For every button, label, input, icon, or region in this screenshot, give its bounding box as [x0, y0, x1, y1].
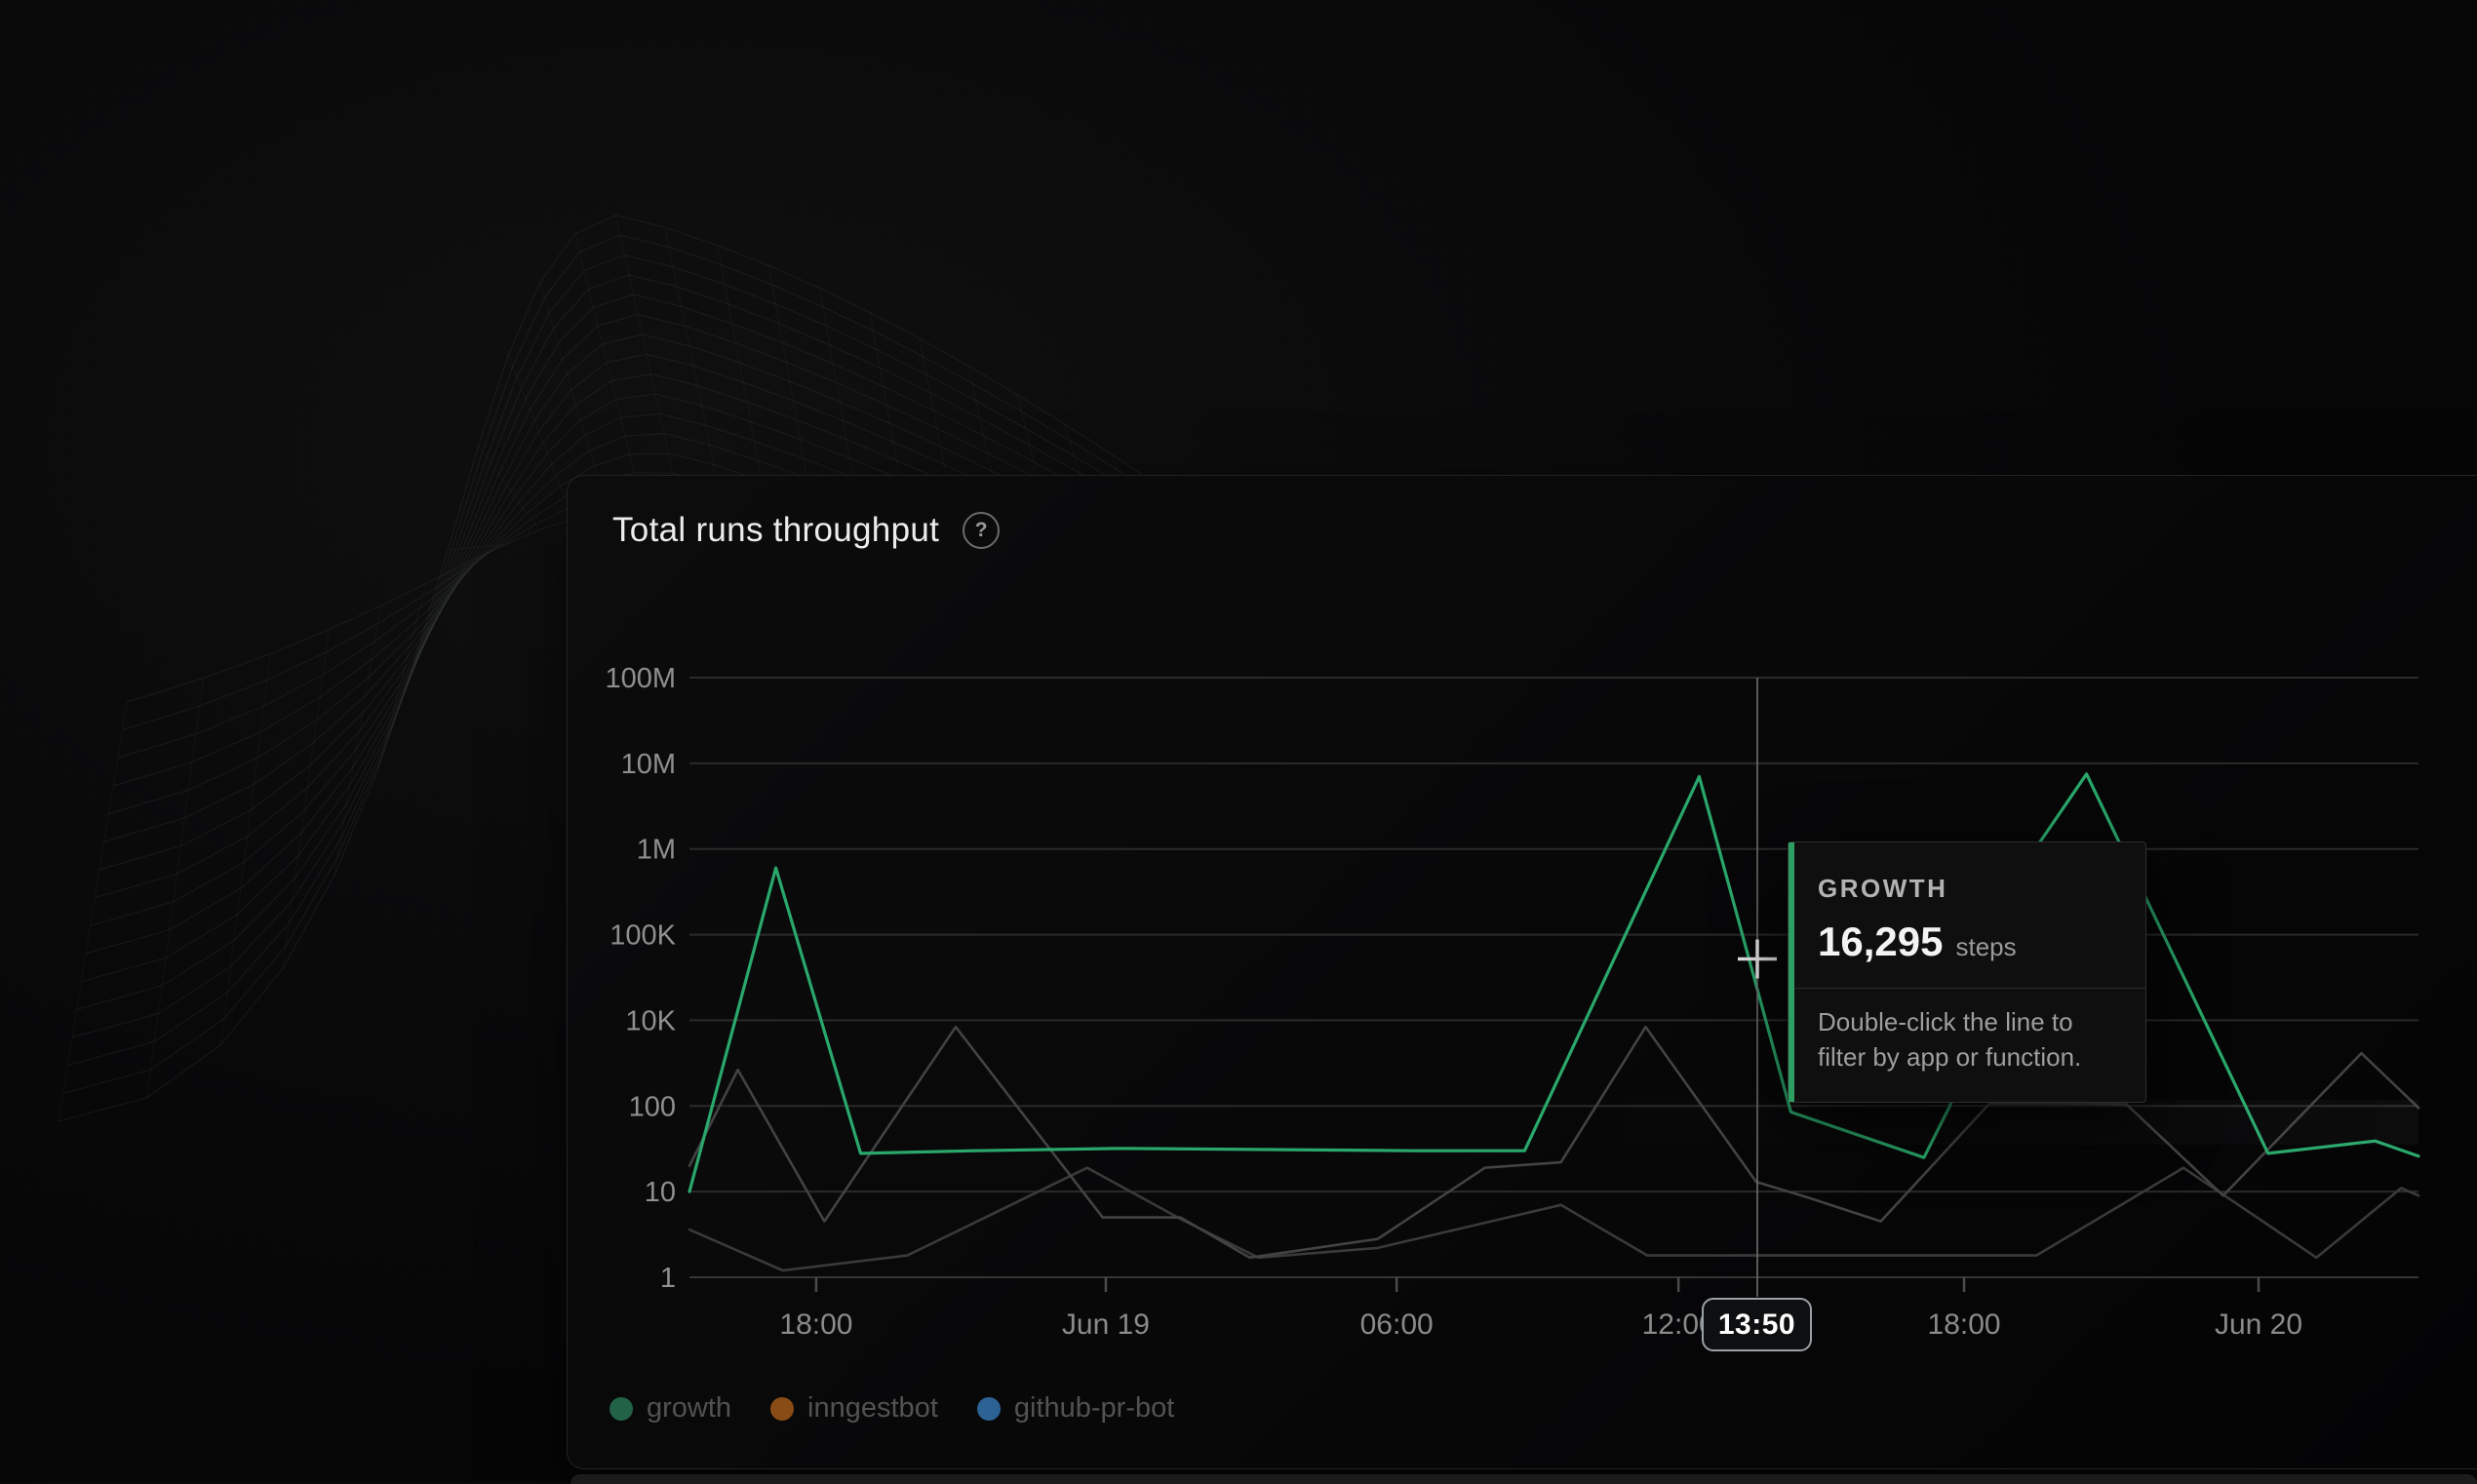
chart-tooltip: GROWTH 16,295 steps Double-click the lin… [1788, 841, 2146, 1103]
mesh-cross-line [334, 605, 381, 876]
mesh-flow-line [67, 254, 1269, 1067]
legend-item-github-pr-bot[interactable]: github-pr-bot [976, 1392, 1175, 1425]
mesh-cross-line [614, 215, 683, 514]
mesh-flow-line [62, 234, 1259, 1094]
mesh-cross-line [574, 233, 645, 510]
tooltip-divider [1794, 988, 2145, 989]
mesh-cross-line [448, 544, 505, 551]
tooltip-hint-text: Double-click the line to filter by app o… [1818, 1004, 2132, 1074]
help-circle-icon[interactable]: ? [963, 512, 1001, 549]
legend-label: inngestbot [807, 1392, 938, 1424]
crosshair-time-badge: 13:50 [1702, 1298, 1812, 1351]
tooltip-value-row: 16,295 steps [1818, 918, 2017, 965]
tooltip-series-label: GROWTH [1818, 874, 1948, 903]
mesh-cross-line [478, 446, 540, 530]
tooltip-value: 16,295 [1818, 918, 1944, 964]
mesh-cross-line [376, 583, 427, 770]
hover-highlight-band [1560, 1100, 2418, 1145]
legend-dot-icon [976, 1396, 1001, 1421]
mesh-cross-line [219, 653, 271, 1045]
card-header: Total runs throughput ? [612, 511, 1001, 550]
legend-label: growth [647, 1392, 732, 1424]
chart-legend: growth inngestbot github-pr-bot [609, 1392, 1174, 1425]
tooltip-unit: steps [1955, 932, 2017, 961]
tooltip-hint-line1: Double-click the line to [1818, 1007, 2073, 1036]
mesh-flow-line [58, 215, 1249, 1122]
mesh-cross-line [539, 282, 609, 512]
mesh-cross-line [58, 701, 128, 1122]
legend-item-inngestbot[interactable]: inngestbot [770, 1392, 938, 1425]
mesh-cross-line [414, 563, 468, 660]
mesh-flow-line [71, 274, 1278, 1038]
tooltip-hint-line2: filter by app or function. [1818, 1042, 2082, 1072]
legend-item-growth[interactable]: growth [609, 1392, 731, 1425]
throughput-card: Total runs throughput ? [567, 475, 2477, 1469]
legend-label: github-pr-bot [1013, 1392, 1175, 1424]
mesh-cross-line [507, 354, 574, 520]
legend-dot-icon [609, 1396, 633, 1421]
legend-dot-icon [770, 1396, 795, 1421]
next-card-top-edge [570, 1474, 2477, 1484]
mesh-cross-line [145, 678, 205, 1098]
mesh-cross-line [282, 629, 331, 969]
mesh-cross-line [664, 227, 727, 525]
tooltip-series-accent-bar [1789, 842, 1794, 1102]
page-title: Total runs throughput [612, 511, 940, 549]
